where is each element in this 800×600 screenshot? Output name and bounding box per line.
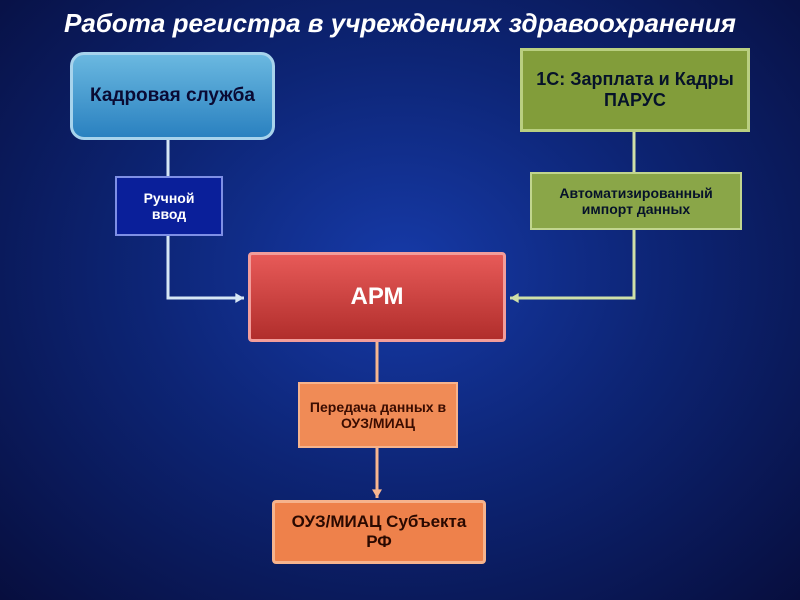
node-ouz: ОУЗ/МИАЦ Субъекта РФ xyxy=(272,500,486,564)
edge-arrow-1 xyxy=(235,293,244,303)
node-autoimport: Автоматизированный импорт данных xyxy=(530,172,742,230)
node-arm: АРМ xyxy=(248,252,506,342)
node-manual: Ручной ввод xyxy=(115,176,223,236)
edge-3 xyxy=(510,230,634,298)
edge-arrow-5 xyxy=(372,489,382,498)
edge-1 xyxy=(168,236,244,298)
node-transfer: Передача данных в ОУЗ/МИАЦ xyxy=(298,382,458,448)
diagram-title: Работа регистра в учреждениях здравоохра… xyxy=(0,8,800,39)
node-hr: Кадровая служба xyxy=(70,52,275,140)
diagram-stage: Работа регистра в учреждениях здравоохра… xyxy=(0,0,800,600)
edge-arrow-3 xyxy=(510,293,519,303)
node-onec: 1С: Зарплата и КадрыПАРУС xyxy=(520,48,750,132)
